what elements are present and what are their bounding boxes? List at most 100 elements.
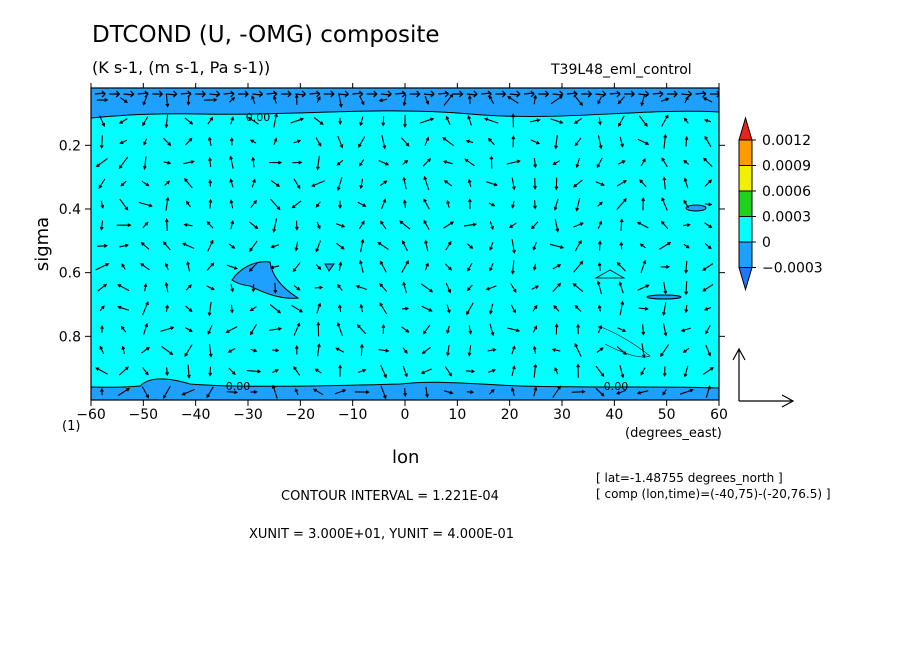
wind-vector: [486, 181, 498, 187]
wind-vector: [229, 137, 234, 146]
wind-vector: [662, 366, 667, 377]
wind-vector: [290, 117, 304, 124]
unit-vectors: XUNIT = 3.000E+01, YUNIT = 4.000E-01: [249, 527, 514, 542]
wind-vector: [141, 346, 150, 354]
run-name: T39L48_eml_control: [551, 62, 692, 78]
wind-vector: [403, 114, 407, 128]
wind-vector: [595, 387, 605, 397]
wind-vector: [164, 281, 169, 293]
wind-vector: [119, 198, 129, 211]
wind-vector: [683, 177, 689, 189]
wind-vector: [529, 118, 541, 123]
wind-vector: [119, 243, 129, 248]
wind-vector: [208, 366, 213, 377]
wind-vector: [511, 365, 516, 377]
wind-vector: [378, 348, 390, 353]
wind-vector: [315, 201, 321, 208]
wind-vector: [315, 155, 320, 171]
wind-vector: [660, 97, 670, 102]
wind-vector: [420, 368, 432, 375]
wind-vector: [185, 327, 193, 333]
wind-vector: [438, 90, 450, 98]
wind-vector: [206, 386, 214, 399]
colorbar-bottom-arrow: [738, 267, 753, 292]
wind-vector: [230, 304, 234, 314]
wind-vector: [165, 93, 170, 108]
wind-vector: [425, 386, 429, 399]
wind-vector: [335, 242, 345, 250]
wind-vector: [682, 347, 690, 353]
wind-vector: [704, 202, 713, 207]
contour-line: [597, 325, 651, 358]
wind-vector: [638, 90, 650, 98]
wind-vector: [185, 284, 192, 291]
wind-vector: [684, 95, 689, 104]
colorbar-segment: [738, 216, 753, 243]
wind-vector: [481, 90, 493, 98]
wind-vector: [316, 302, 322, 314]
wind-vector: [683, 117, 689, 124]
wind-vector: [597, 220, 603, 229]
wind-vector: [695, 90, 707, 98]
wind-vector: [532, 263, 537, 271]
x-axis: −60 −50 −40 −30 −20 −10 0 10 20 30 40 50 60: [76, 83, 728, 423]
wind-vector: [207, 301, 212, 317]
wind-vector: [467, 243, 474, 249]
wind-vector: [160, 326, 175, 332]
wind-vector: [292, 262, 301, 273]
wind-vector: [704, 135, 712, 148]
wind-vector: [381, 323, 386, 334]
wind-vector: [226, 390, 239, 395]
wind-vector: [466, 284, 473, 292]
wind-vector: [336, 159, 344, 166]
wind-vector: [359, 116, 364, 127]
wind-vector: [358, 259, 364, 273]
wind-vector: [596, 280, 603, 295]
x-tick-label: −20: [286, 407, 316, 423]
wind-vector: [293, 322, 301, 336]
wind-vector: [181, 388, 195, 396]
wind-vector: [510, 387, 515, 396]
wind-vector: [489, 303, 494, 315]
wind-vector: [118, 156, 129, 170]
wind-vector: [142, 367, 149, 376]
wind-vector: [380, 220, 387, 230]
wind-vector: [553, 198, 559, 211]
wind-vector: [248, 262, 258, 272]
wind-vector: [511, 200, 515, 209]
wind-vector: [140, 241, 150, 250]
wind-vector: [207, 324, 213, 335]
wind-vector: [401, 326, 410, 333]
wind-vector: [422, 158, 431, 167]
wind-vector: [511, 177, 516, 191]
wind-vector: [679, 388, 694, 395]
wind-vector: [618, 281, 624, 294]
wind-vector: [270, 244, 280, 249]
wind-vector: [183, 222, 193, 227]
wind-vector: [273, 112, 278, 128]
wind-vector: [489, 262, 494, 272]
wind-vector: [270, 180, 281, 187]
wind-vector: [359, 159, 365, 167]
wind-vector: [402, 159, 409, 165]
wind-vector: [358, 136, 366, 148]
wind-vector: [249, 221, 259, 230]
wind-vector: [352, 90, 364, 98]
wind-vector: [421, 346, 431, 354]
wind-vector: [99, 305, 105, 312]
wind-vector: [359, 95, 365, 106]
wind-vector: [402, 94, 407, 107]
wind-vector: [683, 199, 689, 209]
wind-vector: [703, 157, 713, 168]
wind-vector: [445, 240, 452, 251]
colorbar-label: −0.0003: [762, 261, 823, 277]
wind-vector: [684, 304, 689, 314]
wind-vector: [162, 241, 171, 251]
wind-vector: [109, 90, 121, 98]
wind-vector: [356, 324, 367, 335]
wind-vector: [121, 345, 126, 355]
wind-vector: [489, 242, 494, 251]
wind-vector: [443, 180, 453, 187]
wind-vector: [185, 305, 193, 313]
wind-vector: [616, 345, 627, 355]
